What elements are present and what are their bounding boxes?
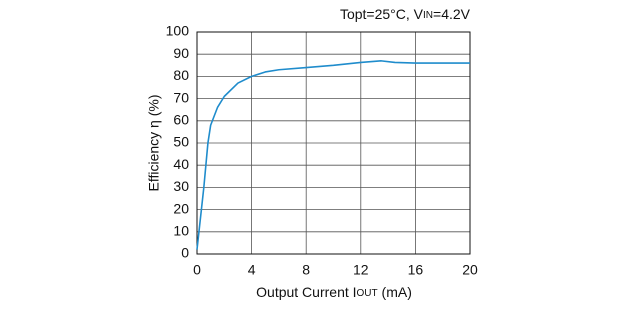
x-label-part: (mA) (378, 284, 412, 300)
y-tick-label: 60 (173, 112, 189, 128)
x-tick-label: 12 (353, 262, 369, 278)
x-label-part: Output Current I (256, 284, 356, 300)
title-part: =4.2V (433, 6, 471, 22)
y-tick-label: 70 (173, 89, 189, 105)
y-tick-label: 0 (181, 245, 189, 261)
x-label-part: OUT (357, 288, 378, 299)
y-tick-label: 90 (173, 45, 189, 61)
title-part: IN (423, 10, 433, 21)
x-tick-label: 20 (462, 262, 478, 278)
y-tick-label: 50 (173, 134, 189, 150)
x-tick-label: 8 (302, 262, 310, 278)
plot-frame (196, 31, 471, 255)
y-tick-label: 30 (173, 178, 189, 194)
title-part: Topt=25°C, V (340, 6, 424, 22)
y-tick-label: 80 (173, 67, 189, 83)
y-tick-label: 40 (173, 156, 189, 172)
y-axis-label: Efficiency η (%) (146, 95, 162, 192)
x-axis-label: Output Current IOUT (mA) (256, 284, 412, 300)
y-tick-label: 20 (173, 200, 189, 216)
y-tick-label: 10 (173, 223, 189, 239)
chart-title: Topt=25°C, VIN=4.2V (340, 6, 471, 22)
line (196, 60, 470, 250)
x-tick-label: 4 (248, 262, 256, 278)
y-tick-label: 100 (166, 23, 190, 39)
x-tick-label: 16 (408, 262, 424, 278)
x-tick-label: 0 (193, 262, 201, 278)
